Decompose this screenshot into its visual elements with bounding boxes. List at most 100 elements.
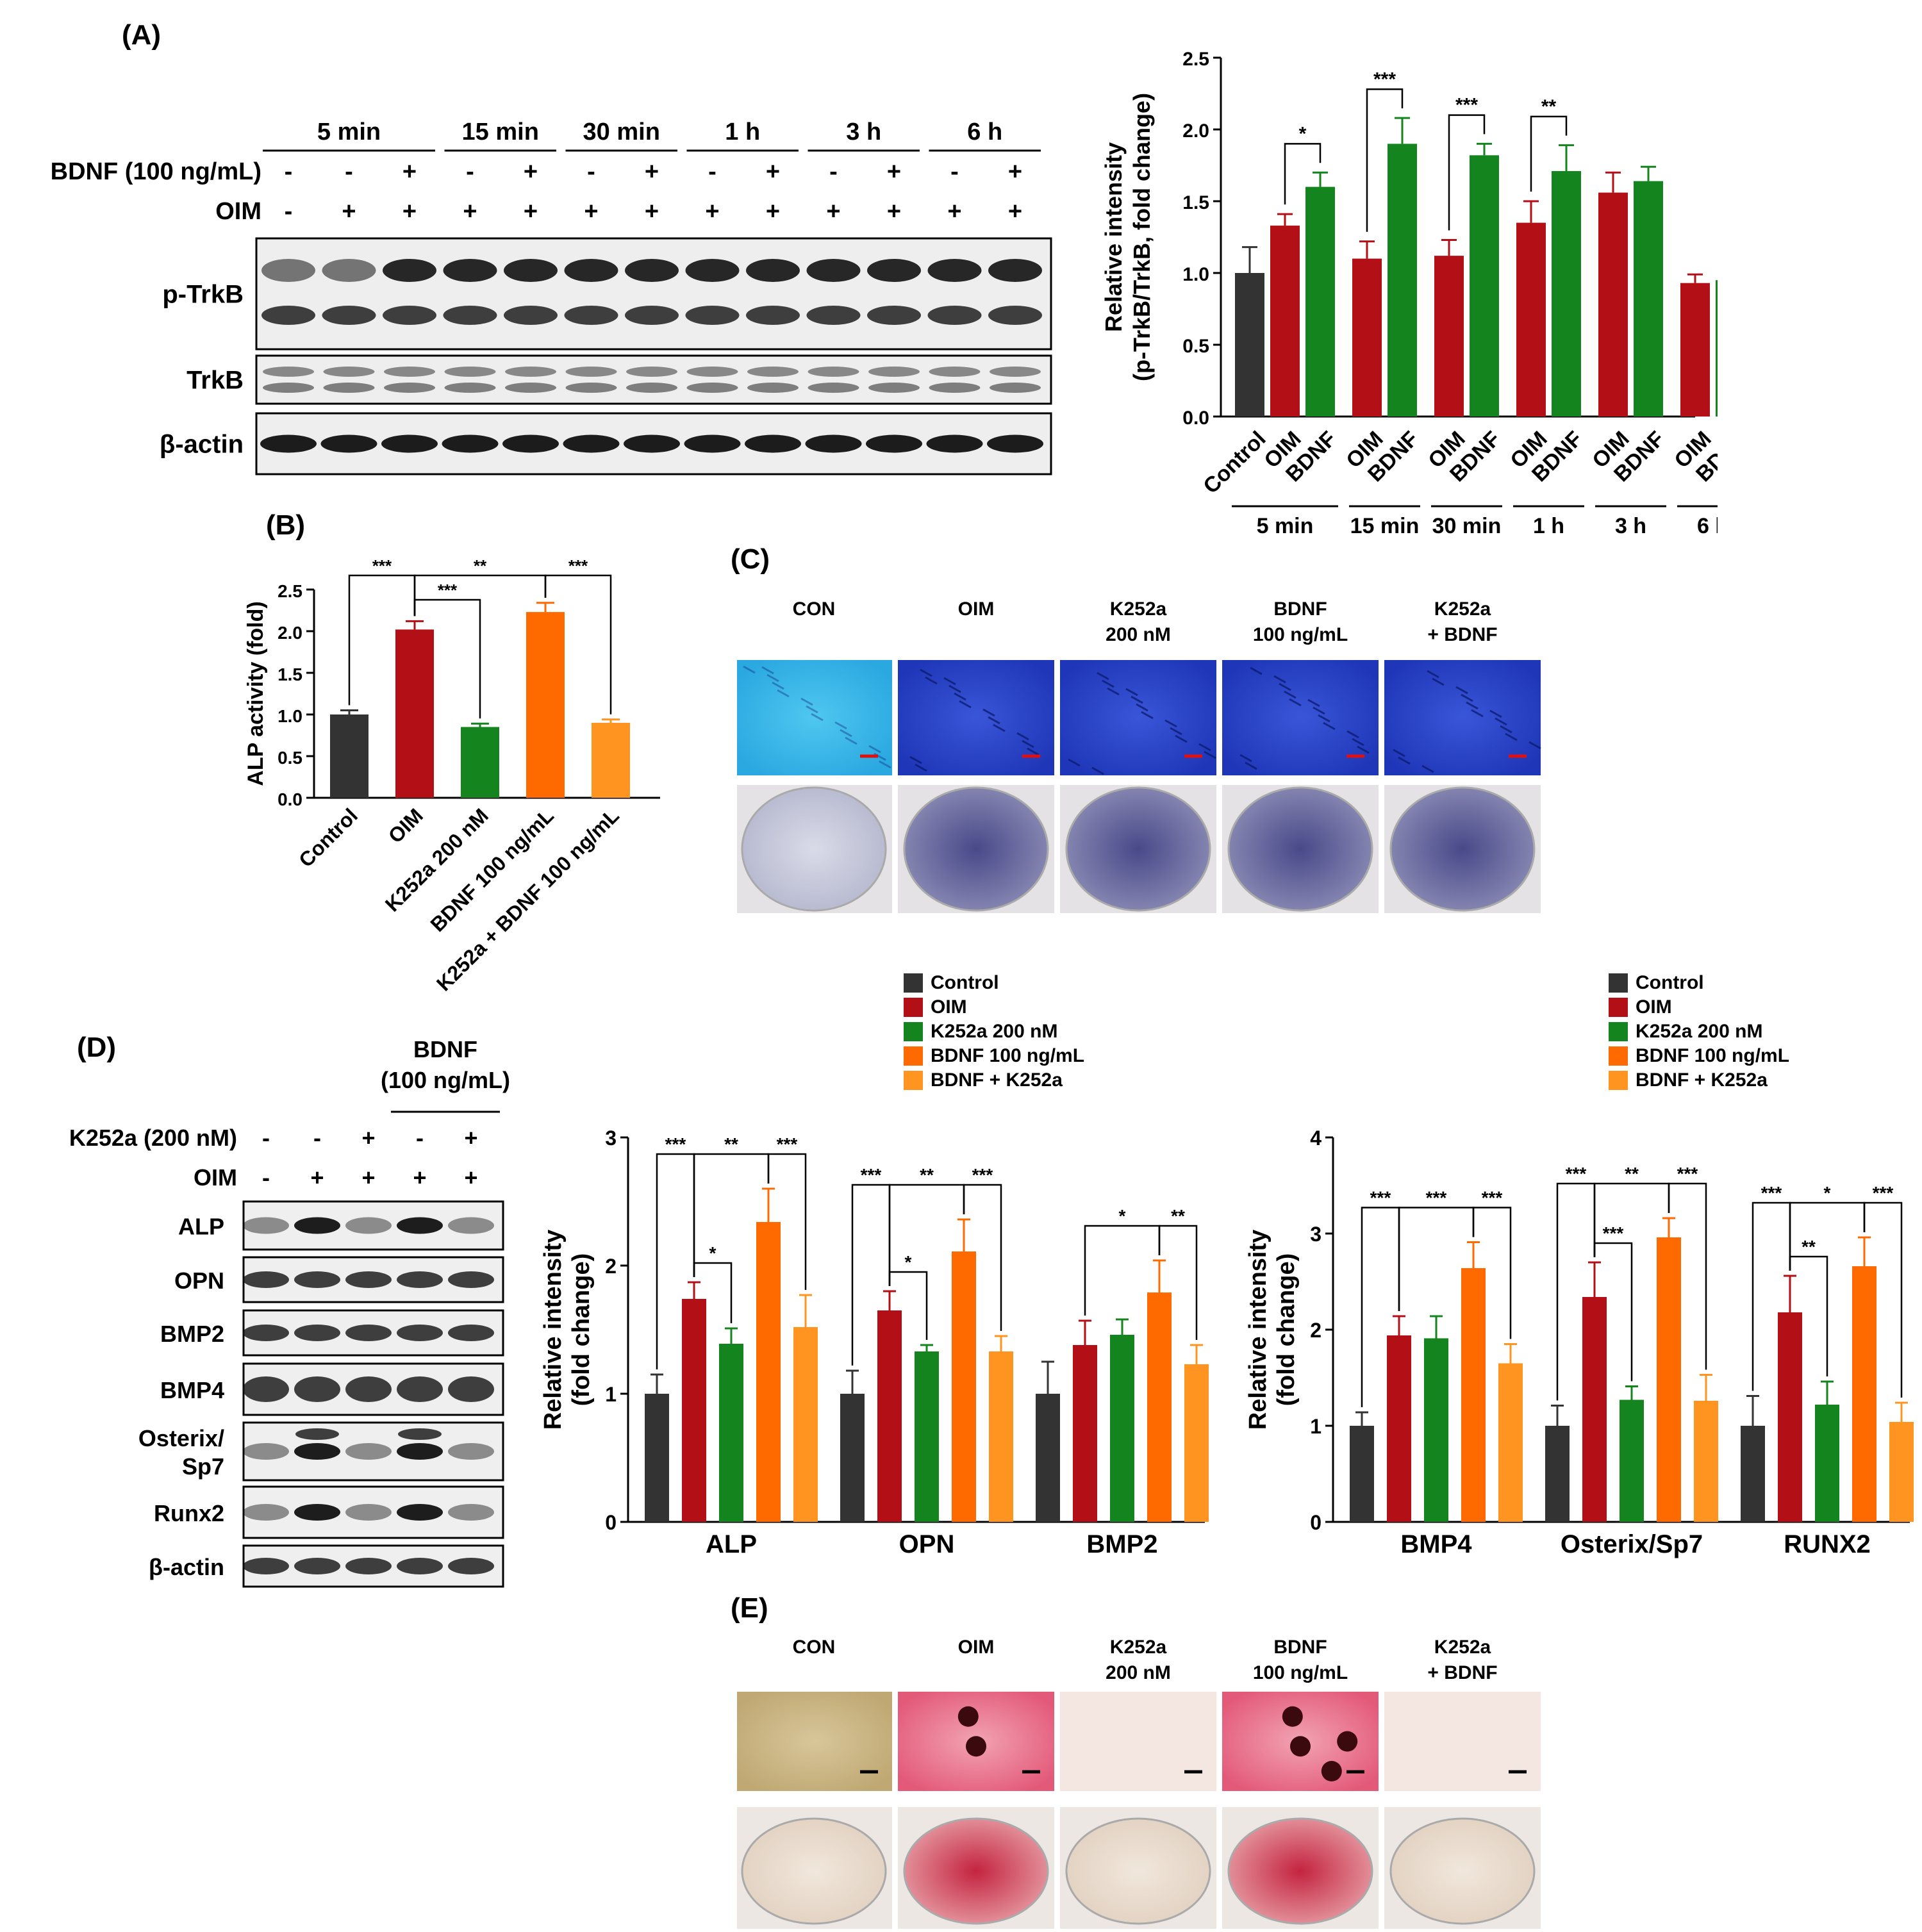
y-tick-label: 0.5 bbox=[1182, 336, 1209, 357]
chart-d2: 0 1 2 3 4 Relative intensity (fold change) BMP4… bbox=[1245, 1127, 1914, 1558]
cell-streak bbox=[954, 692, 966, 701]
sign-mark: + bbox=[645, 158, 659, 185]
cell-streak bbox=[959, 700, 972, 709]
band bbox=[564, 259, 618, 282]
cell-streak bbox=[1175, 734, 1188, 743]
cell-streak bbox=[834, 721, 847, 730]
bar bbox=[1852, 1266, 1876, 1522]
cell-streak bbox=[1198, 743, 1211, 752]
cell-streak bbox=[949, 684, 961, 693]
cell-streak bbox=[982, 708, 995, 717]
sign-mark: - bbox=[285, 198, 293, 225]
band bbox=[505, 383, 556, 393]
cell-streak bbox=[909, 755, 922, 764]
cell-streak bbox=[1466, 701, 1479, 710]
bar bbox=[1387, 1335, 1411, 1522]
significance-label: *** bbox=[972, 1165, 993, 1185]
cell-streak bbox=[1250, 666, 1263, 675]
band bbox=[806, 306, 861, 325]
band bbox=[929, 383, 981, 393]
legend-entry: OIM bbox=[904, 995, 1084, 1020]
blot-box bbox=[242, 1485, 504, 1539]
time-group-label: 1 h bbox=[725, 119, 760, 145]
micrograph bbox=[1060, 1692, 1216, 1791]
cell-streak bbox=[1318, 714, 1330, 723]
x-category-label: ALP bbox=[706, 1530, 757, 1558]
band bbox=[323, 383, 375, 393]
band bbox=[295, 1428, 339, 1440]
band bbox=[448, 1376, 494, 1402]
sign-mark: + bbox=[1008, 158, 1022, 185]
row-label: K252a (200 nM) bbox=[69, 1125, 237, 1151]
sign-mark: - bbox=[345, 158, 353, 185]
cell-streak bbox=[1489, 709, 1502, 718]
band-label: ALP bbox=[178, 1214, 224, 1240]
band bbox=[505, 367, 556, 377]
bar bbox=[1388, 144, 1417, 417]
cell-streak bbox=[1500, 725, 1512, 734]
significance-bracket bbox=[1448, 114, 1486, 231]
band bbox=[294, 1271, 340, 1288]
cell-streak bbox=[777, 689, 790, 698]
cell-streak bbox=[1505, 732, 1518, 741]
y-tick-label: 2 bbox=[1310, 1319, 1321, 1342]
band bbox=[746, 306, 800, 325]
legend-swatch bbox=[904, 998, 923, 1017]
bar bbox=[915, 1351, 939, 1522]
cell-streak bbox=[840, 729, 852, 738]
bar bbox=[1694, 1401, 1718, 1522]
cell-streak bbox=[1273, 675, 1286, 684]
y-tick-label: 1.5 bbox=[1182, 192, 1209, 213]
time-group-label: 30 min bbox=[583, 119, 660, 145]
legend-label: OIM bbox=[931, 996, 967, 1018]
band-label: BMP4 bbox=[160, 1377, 224, 1403]
culture-well bbox=[741, 1817, 887, 1925]
bar bbox=[1036, 1394, 1060, 1522]
significance-label: *** bbox=[1373, 69, 1396, 90]
bar bbox=[1889, 1422, 1914, 1522]
significance-label: *** bbox=[1482, 1188, 1503, 1208]
legend-label: OIM bbox=[1636, 996, 1672, 1018]
band bbox=[294, 1325, 340, 1341]
cell-streak bbox=[1022, 739, 1034, 748]
band bbox=[397, 1504, 443, 1521]
cell-streak bbox=[1427, 670, 1439, 679]
cell-streak bbox=[1528, 741, 1541, 750]
bar bbox=[1470, 155, 1499, 417]
bar bbox=[1270, 226, 1300, 417]
legend-entry: BDNF + K252a bbox=[1609, 1068, 1789, 1093]
bar bbox=[1110, 1335, 1134, 1522]
significance-bracket bbox=[544, 574, 612, 714]
significance-bracket bbox=[1530, 115, 1568, 192]
legend-d1: Control OIM K252a 200 nM BDNF 100 ng/mL BDNF… bbox=[904, 971, 1084, 1093]
significance-label: * bbox=[709, 1243, 717, 1263]
cell-streak bbox=[772, 681, 784, 690]
sign-mark: + bbox=[826, 198, 840, 225]
time-group-label: 6 h bbox=[967, 119, 1002, 145]
cell-streak bbox=[1313, 706, 1325, 715]
y-axis-title: Relative intensity bbox=[1100, 142, 1127, 332]
cell-streak bbox=[1239, 754, 1252, 763]
western-blot-d: BDNF(100 ng/mL) K252a (200 nM) - - + - +OIM - +… bbox=[69, 1036, 510, 1588]
band bbox=[563, 434, 620, 453]
band bbox=[624, 434, 680, 453]
significance-label: *** bbox=[372, 556, 392, 575]
cell-streak bbox=[1102, 679, 1114, 688]
band bbox=[345, 1558, 392, 1574]
bar bbox=[1350, 1426, 1374, 1522]
band bbox=[345, 1443, 392, 1460]
bar bbox=[1434, 256, 1464, 417]
significance-label: *** bbox=[665, 1134, 686, 1154]
bar bbox=[682, 1299, 706, 1522]
band bbox=[990, 383, 1041, 393]
cell-streak bbox=[845, 736, 857, 745]
sign-mark: - bbox=[708, 158, 717, 185]
band bbox=[397, 1325, 443, 1341]
mineral-nodule bbox=[957, 1706, 979, 1727]
stain-column-label: K252a bbox=[1434, 599, 1491, 620]
band bbox=[443, 306, 497, 325]
band bbox=[263, 383, 314, 393]
y-axis-title: (p-TrkB/TrkB, fold change) bbox=[1129, 93, 1155, 381]
band bbox=[397, 1376, 443, 1402]
cell-streak bbox=[1136, 703, 1148, 712]
